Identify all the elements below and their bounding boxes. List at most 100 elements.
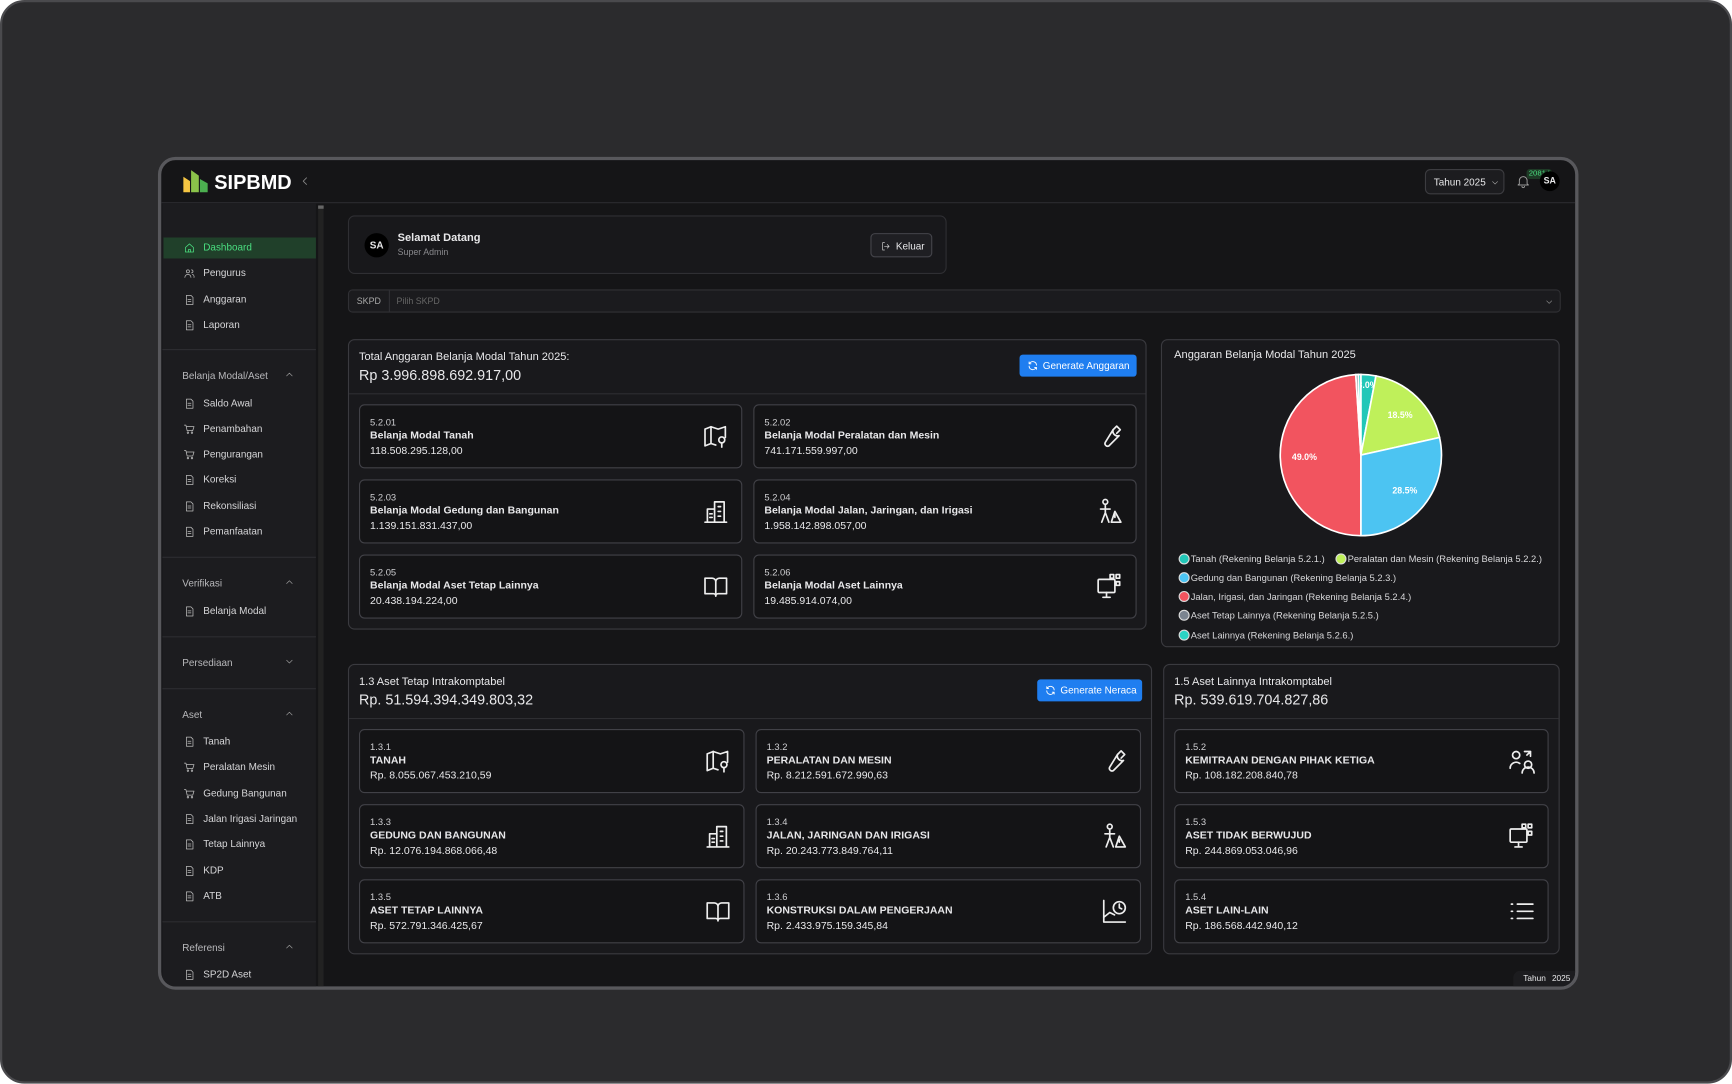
card-amount: Rp. 108.182.208.840,78: [1185, 769, 1298, 783]
menu-label: Pemanfaatan: [203, 525, 263, 537]
card-amount: Rp. 12.076.194.868.066,48: [370, 845, 498, 858]
menu-icon: [183, 788, 195, 798]
avatar[interactable]: SA: [1539, 171, 1560, 192]
menu-item[interactable]: Dashboard: [163, 237, 316, 259]
menu-item[interactable]: Jalan Irigasi Jaringan: [163, 808, 315, 829]
section-divider: [162, 921, 316, 923]
menu-item[interactable]: Saldo Awal: [163, 393, 315, 414]
sub-card: 1.5.3 ASET TIDAK BERWUJUD Rp. 244.869.053.…: [1174, 804, 1549, 869]
card-code: 1.3.1: [370, 741, 391, 753]
skpd-select[interactable]: SKPD Pilih SKPD: [347, 289, 1561, 313]
card-amount: Rp. 20.243.773.849.764,11: [766, 845, 894, 858]
menu-item[interactable]: Tetap Lainnya: [163, 834, 315, 855]
welcome-avatar: SA: [364, 233, 389, 258]
fixed-assets-card: 1.3 Aset Tetap Intrakomptabel Rp. 51.594.…: [347, 663, 1153, 955]
menu-item[interactable]: Peralatan Mesin: [163, 757, 315, 778]
card-name: ASET TETAP LAINNYA: [370, 904, 483, 917]
card-icon: [706, 902, 730, 922]
card-amount: 19.485.914.074,00: [764, 595, 852, 608]
chart-title: Anggaran Belanja Modal Tahun 2025: [1174, 349, 1356, 362]
card-code: 1.3.2: [766, 741, 788, 753]
sub-card: 1.3.2 PERALATAN DAN MESIN Rp. 8.212.591.67…: [755, 729, 1142, 794]
section-chevron: [286, 711, 293, 715]
legend-swatch: [1178, 553, 1190, 565]
logout-icon: [882, 242, 890, 251]
card-amount: 20.438.194.224,00: [370, 595, 458, 608]
welcome-role: Super Admin: [397, 247, 449, 258]
year-select[interactable]: Tahun 2025: [1424, 169, 1505, 195]
logout-button[interactable]: Keluar: [870, 233, 933, 258]
sub-card: 5.2.05 Belanja Modal Aset Tetap Lainnya 20…: [358, 554, 743, 619]
menu-item[interactable]: KDP: [163, 860, 315, 881]
logout-label: Keluar: [895, 240, 925, 252]
card-code: 5.2.02: [764, 416, 791, 428]
card-name: Belanja Modal Tanah: [370, 429, 474, 442]
card-code: 5.2.05: [370, 566, 397, 578]
card-code: 1.5.3: [1185, 816, 1207, 828]
refresh-icon: [1046, 685, 1055, 695]
section-chevron: [286, 580, 293, 584]
section-total: Rp. 539.619.704.827,86: [1174, 691, 1329, 709]
menu-icon: [184, 269, 195, 279]
card-icon: [704, 425, 727, 448]
section-title[interactable]: Belanja Modal/Aset: [182, 370, 268, 382]
menu-item[interactable]: ATB: [163, 886, 315, 907]
scrollbar-thumb: [318, 205, 324, 209]
menu-item[interactable]: Laporan: [163, 315, 315, 336]
card-icon: [1104, 823, 1127, 848]
section-title[interactable]: Verifikasi: [182, 577, 223, 589]
generate-button[interactable]: Generate Neraca: [1037, 679, 1143, 702]
menu-icon: [186, 526, 194, 537]
menu-icon: [186, 398, 194, 409]
card-name: Belanja Modal Gedung dan Bangunan: [370, 504, 559, 517]
welcome-card: SA Selamat Datang Super Admin Keluar: [347, 215, 947, 274]
card-code: 1.3.4: [766, 816, 788, 828]
menu-icon: [185, 243, 194, 253]
section-title[interactable]: Aset: [182, 708, 203, 720]
menu-item[interactable]: Koreksi: [163, 470, 315, 491]
menu-item[interactable]: Pengurangan: [163, 444, 315, 465]
card-name: GEDUNG DAN BANGUNAN: [370, 829, 506, 842]
menu-label: Tetap Lainnya: [203, 838, 266, 850]
menu-item[interactable]: Belanja Modal: [163, 600, 315, 621]
menu-item[interactable]: Penambahan: [163, 418, 315, 439]
menu-icon: [186, 294, 194, 305]
card-code: 1.3.3: [370, 816, 391, 828]
card-icon: [706, 825, 730, 848]
skpd-label: SKPD: [349, 290, 390, 312]
section-title[interactable]: Persediaan: [182, 656, 233, 668]
card-name: ASET TIDAK BERWUJUD: [1185, 829, 1312, 842]
menu-icon: [186, 891, 194, 902]
sub-card: 1.3.4 JALAN, JARINGAN DAN IRIGASI Rp. 20.2…: [755, 804, 1142, 869]
menu-item[interactable]: Rekonsiliasi: [163, 496, 315, 517]
section-title[interactable]: Referensi: [182, 941, 225, 954]
generate-button[interactable]: Generate Anggaran: [1019, 354, 1137, 377]
section-divider: [162, 635, 316, 637]
menu-item[interactable]: SP2D Aset: [163, 965, 315, 986]
legend-label: Aset Lainnya (Rekening Belanja 5.2.6.): [1191, 630, 1354, 640]
logo-text: SIPBMD: [214, 171, 292, 194]
menu-label: Koreksi: [203, 474, 237, 486]
card-name: JALAN, JARINGAN DAN IRIGASI: [766, 829, 930, 842]
section-divider: [162, 687, 316, 689]
sub-card: 1.5.4 ASET LAIN-LAIN Rp. 186.568.442.940,1…: [1174, 879, 1549, 944]
card-amount: Rp. 572.791.346.425,67: [370, 920, 483, 933]
menu-item[interactable]: Tanah: [163, 731, 315, 752]
sub-card: 5.2.06 Belanja Modal Aset Lainnya 19.485.9…: [753, 554, 1137, 619]
section-divider: [162, 349, 316, 351]
menu-label: Jalan Irigasi Jaringan: [203, 812, 298, 824]
menu-item[interactable]: Gedung Bangunan: [163, 783, 315, 804]
menu-label: Penambahan: [203, 422, 263, 434]
menu-item[interactable]: Pemanfaatan: [163, 521, 315, 542]
generate-label: Generate Neraca: [1060, 684, 1137, 696]
menu-label: Pengurangan: [203, 448, 263, 460]
section-divider: [349, 717, 1151, 720]
menu-item[interactable]: Anggaran: [163, 289, 315, 310]
legend-label: Aset Tetap Lainnya (Rekening Belanja 5.2…: [1191, 611, 1379, 621]
scrollbar: [318, 205, 324, 987]
legend-label: Peralatan dan Mesin (Rekening Belanja 5.…: [1348, 554, 1542, 564]
card-name: ASET LAIN-LAIN: [1185, 904, 1269, 917]
menu-item[interactable]: Pengurus: [163, 263, 315, 284]
logo: [183, 170, 208, 193]
